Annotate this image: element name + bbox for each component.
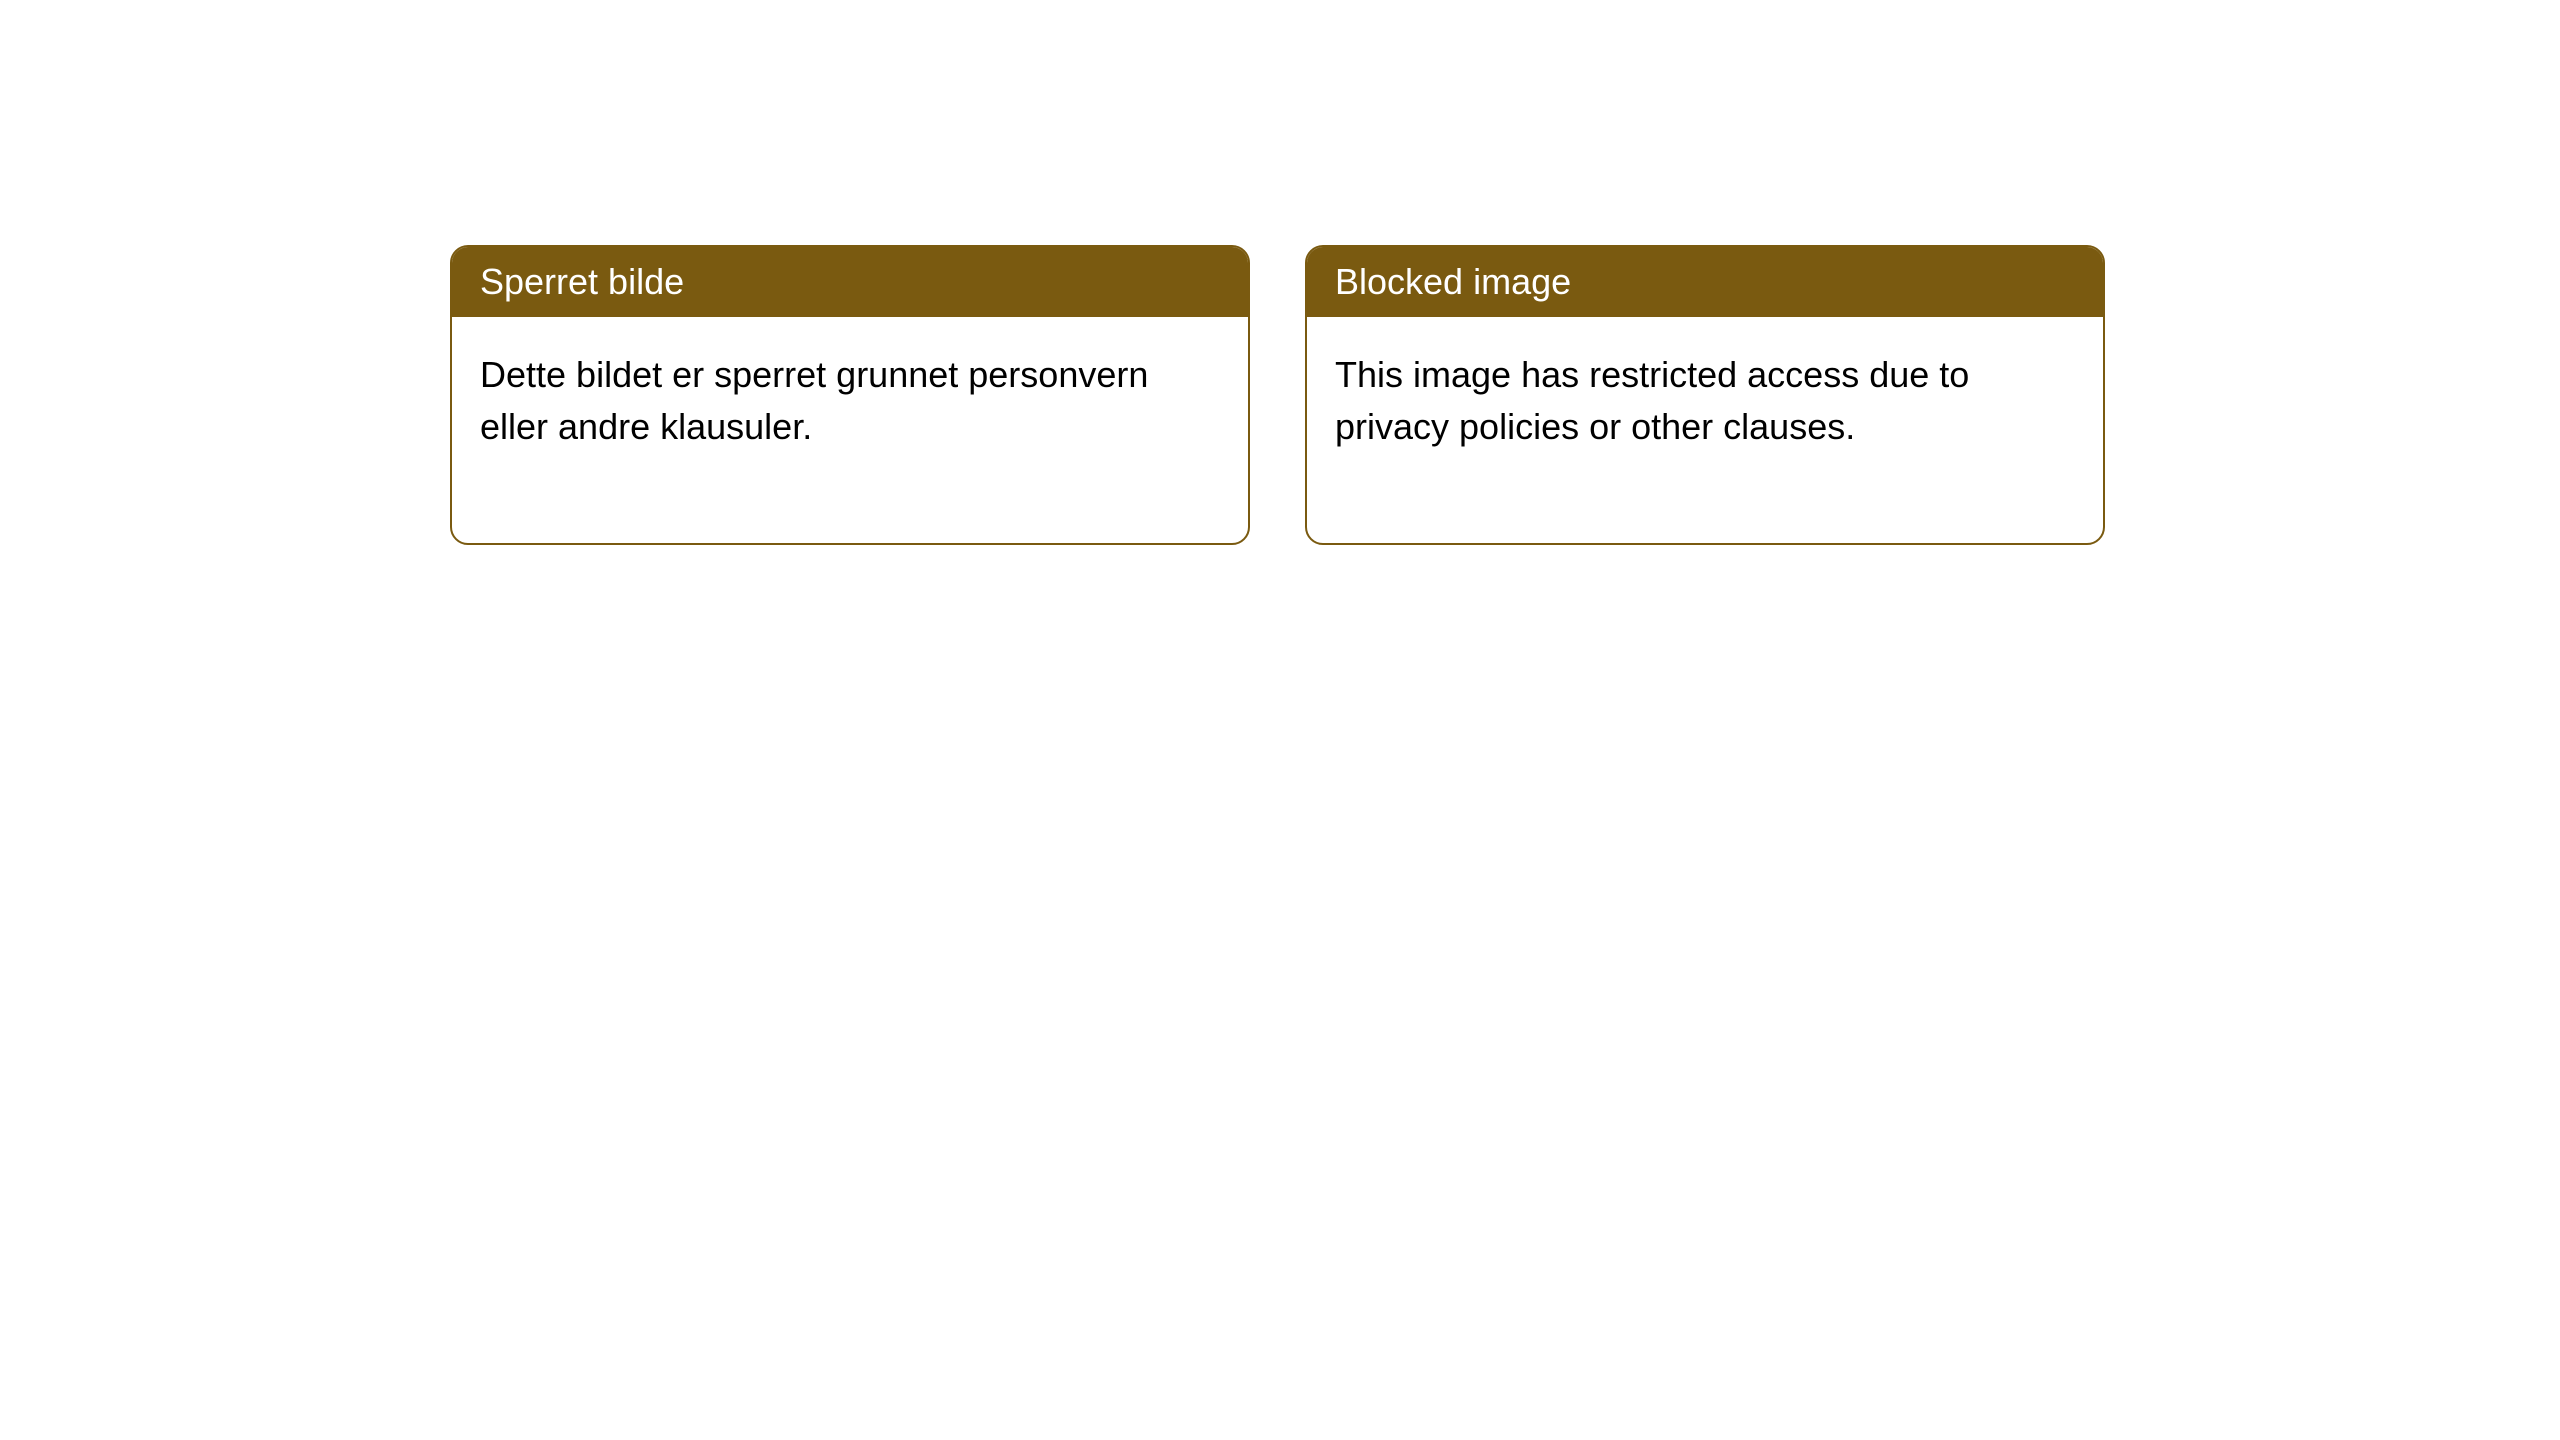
notice-message: This image has restricted access due to …	[1335, 354, 1969, 447]
notice-container: Sperret bilde Dette bildet er sperret gr…	[450, 245, 2105, 545]
notice-title: Sperret bilde	[480, 261, 684, 302]
notice-header: Sperret bilde	[452, 247, 1248, 317]
notice-body: This image has restricted access due to …	[1307, 317, 2103, 543]
notice-title: Blocked image	[1335, 261, 1571, 302]
notice-card-english: Blocked image This image has restricted …	[1305, 245, 2105, 545]
notice-card-norwegian: Sperret bilde Dette bildet er sperret gr…	[450, 245, 1250, 545]
notice-header: Blocked image	[1307, 247, 2103, 317]
notice-body: Dette bildet er sperret grunnet personve…	[452, 317, 1248, 543]
notice-message: Dette bildet er sperret grunnet personve…	[480, 354, 1148, 447]
